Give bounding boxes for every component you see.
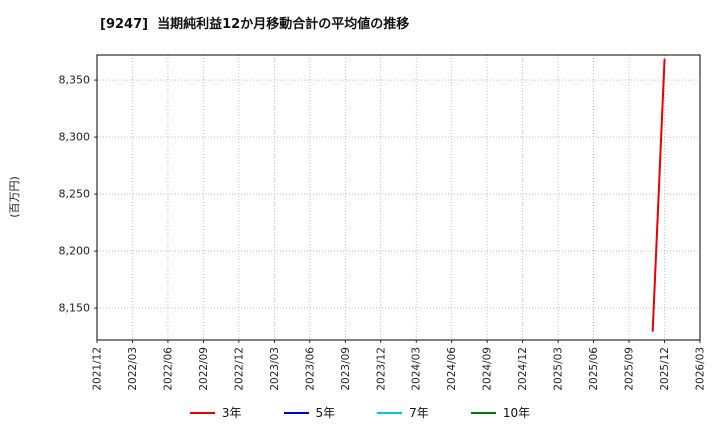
chart-title: [9247] 当期純利益12か月移動合計の平均値の推移 [100, 17, 410, 32]
x-tick-label: 2022/06 [162, 347, 174, 391]
x-tick-label: 2025/03 [553, 347, 565, 391]
x-tick-label: 2025/12 [659, 347, 671, 391]
legend: 3年 5年 7年 10年 [0, 404, 720, 421]
x-tick-label: 2023/06 [304, 347, 316, 391]
y-tick-label: 8,300 [59, 131, 91, 144]
legend-item-5y: 5年 [283, 404, 336, 421]
plot-border [96, 54, 701, 341]
x-tick-label: 2022/09 [198, 347, 210, 391]
legend-item-3y: 3年 [189, 404, 242, 421]
legend-line-7y-icon [377, 411, 403, 414]
legend-line-3y-icon [189, 411, 215, 414]
x-tick-label: 2025/09 [624, 347, 636, 391]
x-tick-label: 2022/03 [127, 347, 139, 391]
legend-item-10y: 10年 [470, 404, 531, 421]
legend-item-7y: 7年 [377, 404, 429, 421]
legend-label-7y: 7年 [409, 406, 429, 420]
x-tick-label: 2025/06 [588, 347, 600, 391]
y-tick-label: 8,350 [59, 74, 91, 87]
x-tick-label: 2023/12 [375, 347, 387, 391]
x-tick-label: 2024/03 [411, 347, 423, 391]
x-tick-label: 2024/12 [517, 347, 529, 391]
legend-label-3y: 3年 [221, 406, 242, 420]
legend-line-10y-icon [470, 411, 496, 414]
y-tick-label: 8,150 [59, 302, 91, 315]
legend-label-5y: 5年 [315, 406, 336, 420]
x-tick-label: 2026/03 [695, 347, 707, 391]
x-tick-label: 2024/09 [482, 347, 494, 391]
x-tick-label: 2022/12 [233, 347, 245, 391]
x-tick-label: 2021/12 [92, 347, 104, 391]
x-tick-label: 2023/09 [340, 347, 352, 391]
y-tick-label: 8,250 [59, 188, 91, 201]
legend-label-10y: 10年 [502, 406, 531, 420]
x-tick-label: 2024/06 [446, 347, 458, 391]
legend-line-5y-icon [283, 411, 309, 414]
series-line-3年 [651, 58, 666, 332]
y-tick-label: 8,200 [59, 245, 91, 258]
x-tick-label: 2023/03 [269, 347, 281, 391]
